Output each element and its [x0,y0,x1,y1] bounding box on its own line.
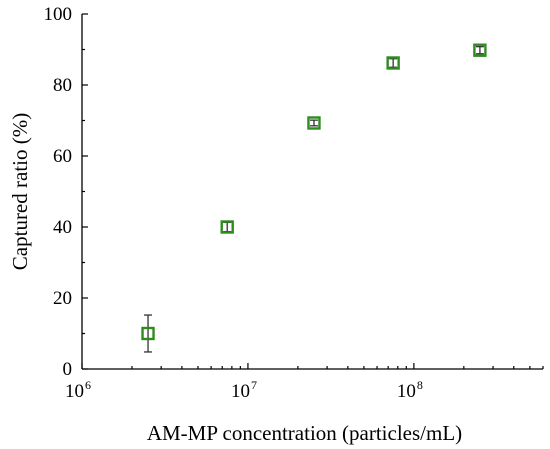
data-markers [141,43,487,341]
data-point [307,116,321,130]
data-point [141,326,155,341]
x-axis-title: AM-MP concentration (particles/mL) [147,421,462,445]
y-tick-label: 60 [53,146,72,167]
tick-labels: 0 20 40 60 80 100 106 107 108 [44,4,423,402]
data-point [220,220,234,234]
y-tick-label: 40 [53,217,72,238]
axis-ticks [81,13,544,370]
data-point [386,56,400,70]
y-tick-label: 20 [53,288,72,309]
plot-area [81,14,543,370]
y-tick-label: 100 [44,4,73,25]
x-tick-label: 106 [65,378,91,402]
x-tick-label: 108 [397,378,423,402]
y-axis-title: Captured ratio (%) [8,113,32,270]
error-bars [144,46,484,353]
data-point [473,43,487,57]
x-tick-label: 107 [231,378,257,402]
y-tick-label: 0 [63,359,73,380]
y-tick-label: 80 [53,75,72,96]
